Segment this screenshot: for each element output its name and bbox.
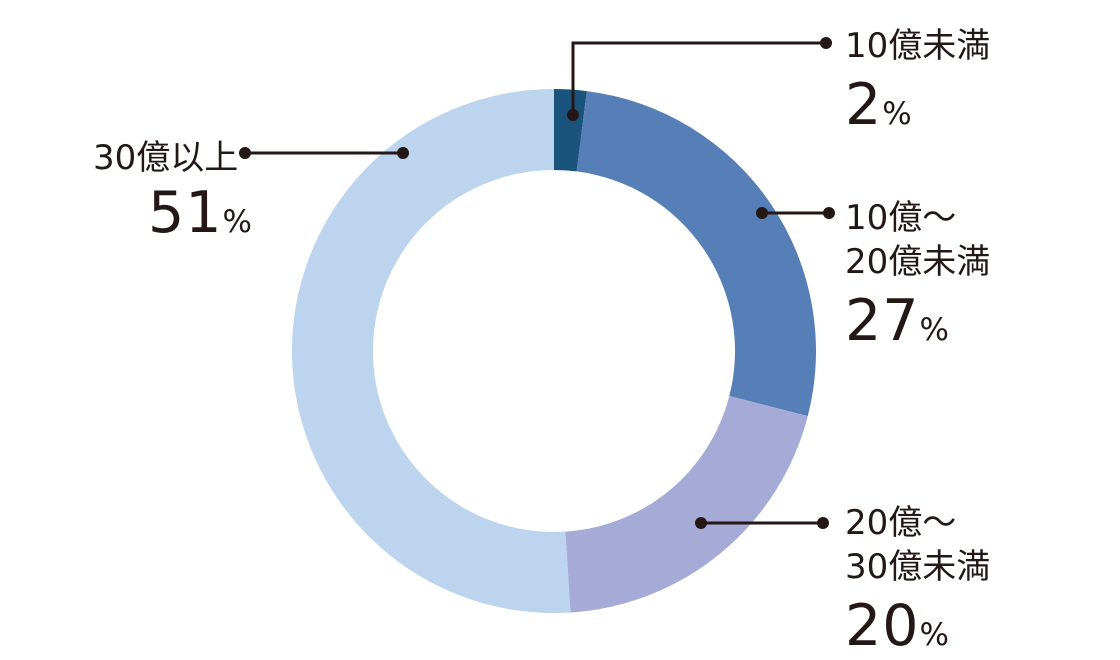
- donut-slice-0: [554, 89, 587, 172]
- callout-lines: [239, 37, 835, 529]
- callout-10to20: [756, 207, 835, 219]
- segment-label-10to20: 10億〜 20億未満 27%: [845, 196, 990, 350]
- callout-under10-dot-slice: [567, 109, 579, 121]
- segment-name: 30億以上: [93, 138, 239, 178]
- segment-value: 27: [845, 288, 920, 354]
- donut-slice-2: [565, 396, 808, 613]
- callout-over30: [239, 147, 409, 159]
- segment-value: 20: [845, 593, 920, 659]
- segment-name-line1: 10億〜: [845, 198, 957, 238]
- donut-slice-3: [291, 89, 571, 613]
- segment-unit: %: [919, 617, 949, 653]
- segment-unit: %: [919, 312, 949, 348]
- donut-slices: [291, 89, 817, 613]
- segment-unit: %: [222, 204, 252, 240]
- callout-20to30-dot-slice: [695, 517, 707, 529]
- segment-value: 51: [148, 180, 223, 246]
- segment-unit: %: [882, 96, 912, 132]
- segment-name-line1: 20億〜: [845, 503, 957, 543]
- segment-label-under10: 10億未満 2%: [845, 24, 990, 134]
- callout-10to20-dot-slice: [756, 207, 768, 219]
- callout-over30-dot-slice: [397, 147, 409, 159]
- segment-name: 10億未満: [845, 26, 991, 66]
- segment-value-row: 51%: [148, 185, 252, 242]
- segment-value: 2: [845, 72, 883, 138]
- segment-name-line2: 30億未満: [845, 547, 991, 587]
- callout-under10-dot-label: [820, 37, 832, 49]
- callout-under10-line: [571, 41, 826, 115]
- callout-10to20-dot-label: [823, 207, 835, 219]
- segment-name-line2: 20億未満: [845, 242, 991, 282]
- callout-20to30-dot-label: [817, 517, 829, 529]
- segment-value-row: 2%: [845, 77, 990, 134]
- callout-20to30: [695, 517, 829, 529]
- segment-label-over30: 30億以上 51%: [93, 136, 252, 242]
- callout-over30-dot-label: [239, 147, 251, 159]
- segment-value-row: 27%: [845, 293, 990, 350]
- callout-under10: [567, 37, 832, 121]
- segment-value-row: 20%: [845, 598, 990, 655]
- segment-label-20to30: 20億〜 30億未満 20%: [845, 501, 990, 655]
- donut-slice-1: [576, 91, 817, 417]
